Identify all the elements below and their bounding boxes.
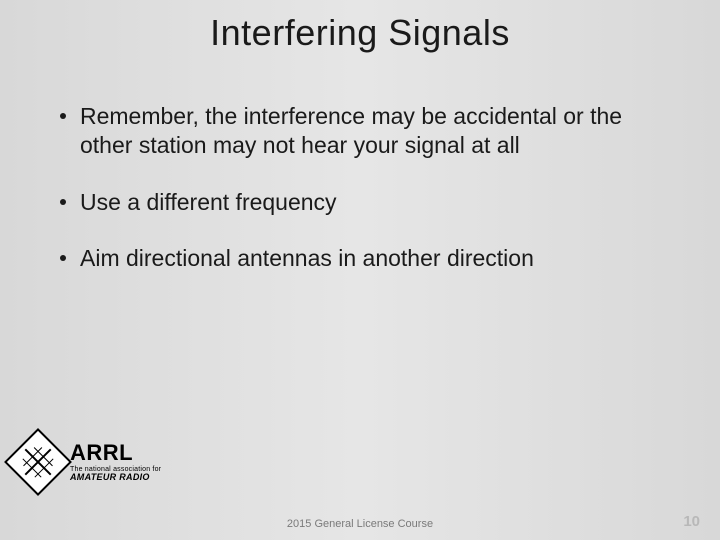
slide-title: Interfering Signals bbox=[0, 12, 720, 54]
slide-footer: 2015 General License Course bbox=[0, 518, 720, 530]
slide-content: Remember, the interference may be accide… bbox=[60, 102, 672, 301]
bullet-marker-icon bbox=[60, 113, 66, 119]
arrl-diamond-icon bbox=[4, 428, 72, 496]
bullet-text: Aim directional antennas in another dire… bbox=[80, 244, 672, 273]
bullet-marker-icon bbox=[60, 255, 66, 261]
logo-subtext-2: AMATEUR RADIO bbox=[70, 473, 161, 482]
slide: Interfering Signals Remember, the interf… bbox=[0, 0, 720, 540]
bullet-marker-icon bbox=[60, 199, 66, 205]
bullet-item: Remember, the interference may be accide… bbox=[60, 102, 672, 160]
bullet-item: Aim directional antennas in another dire… bbox=[60, 244, 672, 273]
bullet-text: Use a different frequency bbox=[80, 188, 672, 217]
logo-main-text: ARRL bbox=[70, 442, 161, 464]
bullet-text: Remember, the interference may be accide… bbox=[80, 102, 672, 160]
arrl-logo: ARRL The national association for AMATEU… bbox=[14, 438, 161, 486]
bullet-item: Use a different frequency bbox=[60, 188, 672, 217]
page-number: 10 bbox=[683, 513, 700, 530]
arrl-logo-text: ARRL The national association for AMATEU… bbox=[70, 442, 161, 482]
